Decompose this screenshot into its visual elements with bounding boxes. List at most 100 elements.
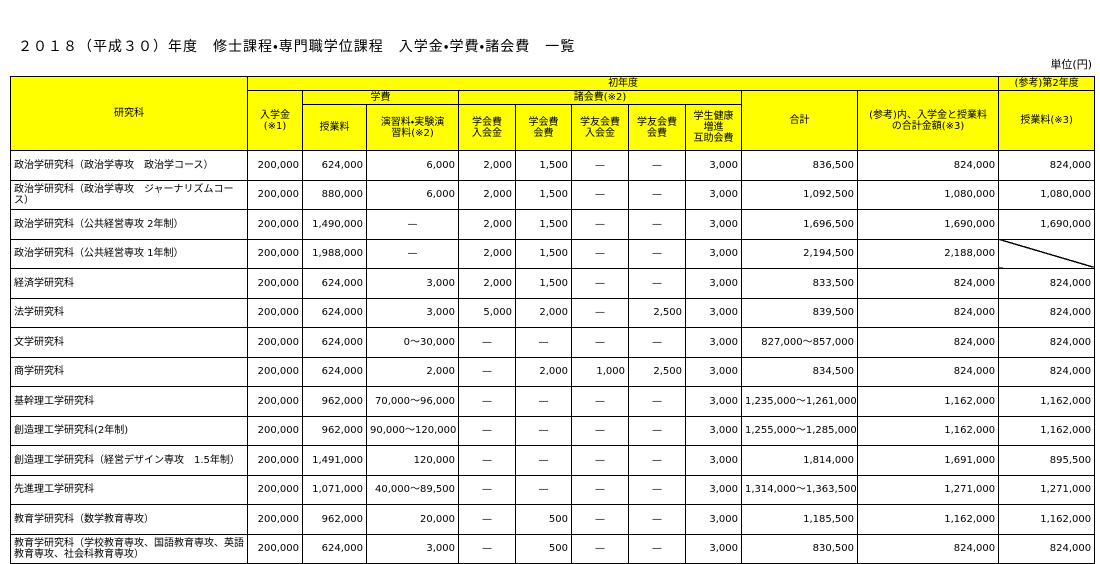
value-cell: — <box>458 504 516 535</box>
value-cell: 6,000 <box>366 150 459 181</box>
value-cell: 824,000 <box>998 533 1096 564</box>
value-cell: — <box>571 386 629 417</box>
value-cell: 824,000 <box>998 356 1096 387</box>
value-cell: 3,000 <box>685 415 742 446</box>
value-cell: — <box>571 179 629 210</box>
value-cell: 824,000 <box>856 356 1000 387</box>
value-cell: 1,071,000 <box>302 474 367 505</box>
value-cell: 200,000 <box>247 238 303 269</box>
value-cell: 962,000 <box>302 386 367 417</box>
value-cell: 200,000 <box>247 356 303 387</box>
table-row: 法学研究科 200,000 624,000 3,000 5,000 2,000—2,500… <box>10 297 1096 328</box>
value-cell: 200,000 <box>247 533 303 564</box>
value-cell: 70,000～96,000 <box>366 386 459 417</box>
value-cell: 1,500 <box>515 179 572 210</box>
value-cell: 3,000 <box>685 504 742 535</box>
value-cell: 2,194,500 <box>741 238 858 269</box>
value-cell: 2,000 <box>458 209 516 240</box>
value-cell: — <box>515 386 572 417</box>
value-cell: 3,000 <box>685 209 742 240</box>
value-cell: — <box>628 238 686 269</box>
department-cell: 基幹理工学研究科 <box>10 386 248 417</box>
value-cell: 895,500 <box>998 445 1096 476</box>
value-cell: 1,080,000 <box>856 179 1000 210</box>
value-cell: — <box>515 415 572 446</box>
value-cell: 824,000 <box>856 150 1000 181</box>
value-cell: 824,000 <box>998 297 1096 328</box>
value-cell: 3,000 <box>685 150 742 181</box>
value-cell: — <box>458 445 516 476</box>
value-cell: 2,000 <box>366 356 459 387</box>
value-cell: — <box>628 386 686 417</box>
value-cell: 824,000 <box>998 327 1096 358</box>
department-cell: 創造理工学研究科（経営デザイン専攻 1.5年制） <box>10 445 248 476</box>
department-cell: 政治学研究科（公共経営専攻 1年制） <box>10 238 248 269</box>
value-cell: 1,690,000 <box>998 209 1096 240</box>
value-cell: 40,000～89,500 <box>366 474 459 505</box>
value-cell: 1,500 <box>515 238 572 269</box>
value-cell: 1,691,000 <box>856 445 1000 476</box>
value-cell: 824,000 <box>998 268 1096 299</box>
table-row: 創造理工学研究科（経営デザイン専攻 1.5年制） 200,000 1,491,000… <box>10 445 1096 476</box>
value-cell: — <box>628 533 686 564</box>
value-cell: 624,000 <box>302 150 367 181</box>
table-row: 政治学研究科（政治学専攻 ジャーナリズムコース） 200,000 880,000 6,… <box>10 179 1096 210</box>
department-cell: 政治学研究科（政治学専攻 政治学コース） <box>10 150 248 181</box>
value-cell: — <box>515 445 572 476</box>
value-cell: 1,162,000 <box>998 415 1096 446</box>
value-cell: 1,092,500 <box>741 179 858 210</box>
value-cell: 1,988,000 <box>302 238 367 269</box>
header-cell: (参考)第2年度 <box>998 76 1096 91</box>
value-cell: 824,000 <box>856 327 1000 358</box>
value-cell: 2,000 <box>458 238 516 269</box>
value-cell: 962,000 <box>302 504 367 535</box>
value-cell: 1,271,000 <box>998 474 1096 505</box>
value-cell: 1,500 <box>515 209 572 240</box>
value-cell: 120,000 <box>366 445 459 476</box>
value-cell: — <box>571 415 629 446</box>
value-cell: — <box>628 474 686 505</box>
table-row: 教育学研究科（数学教育専攻） 200,000 962,000 20,000—500— —… <box>10 504 1096 535</box>
value-cell: 200,000 <box>247 415 303 446</box>
value-cell: — <box>628 179 686 210</box>
value-cell: 6,000 <box>366 179 459 210</box>
value-cell: — <box>571 445 629 476</box>
value-cell: 3,000 <box>366 297 459 328</box>
table-row: 先進理工学研究科 200,000 1,071,000 40,000～89,500— — —… <box>10 474 1096 505</box>
header-cell: 学会費 入会金 <box>458 104 516 151</box>
value-cell: 3,000 <box>685 474 742 505</box>
value-cell: 1,690,000 <box>856 209 1000 240</box>
value-cell: 1,162,000 <box>856 415 1000 446</box>
value-cell: — <box>628 445 686 476</box>
value-cell: 834,500 <box>741 356 858 387</box>
table-row: 政治学研究科（公共経営専攻 1年制） 200,000 1,988,000—2,000… <box>10 238 1096 269</box>
value-cell: — <box>366 238 459 269</box>
value-cell: — <box>571 209 629 240</box>
value-cell: 1,490,000 <box>302 209 367 240</box>
header-cell: 学会費 会費 <box>515 104 572 151</box>
header-row: 入学金 (※1) 学費 諸会費(※2) 合計 (参考)内、入学金と授業料 の合計… <box>11 90 1096 151</box>
value-cell: — <box>628 150 686 181</box>
value-cell: 200,000 <box>247 297 303 328</box>
value-cell: — <box>571 297 629 328</box>
table-header: 研究科 初年度 (参考)第2年度 入学金 (※1) 学費 諸会費(※2) 合計 … <box>10 76 1096 151</box>
value-cell: 2,000 <box>458 179 516 210</box>
header-cell: 初年度 <box>246 76 1000 91</box>
value-cell: 3,000 <box>685 356 742 387</box>
value-cell: — <box>458 356 516 387</box>
value-cell: — <box>515 327 572 358</box>
value-cell: 5,000 <box>458 297 516 328</box>
value-cell: 200,000 <box>247 150 303 181</box>
value-cell: 3,000 <box>685 297 742 328</box>
value-cell: 1,500 <box>515 150 572 181</box>
value-cell: 3,000 <box>366 533 459 564</box>
table-row: 文学研究科 200,000 624,000 0～30,000— — — —3,000 827,… <box>10 327 1096 358</box>
header-cell: 合計 <box>741 90 858 151</box>
table-row: 経済学研究科 200,000 624,000 3,000 2,000 1,500— —3,0… <box>10 268 1096 299</box>
department-cell: 商学研究科 <box>10 356 248 387</box>
value-cell: — <box>571 238 629 269</box>
value-cell: 3,000 <box>685 179 742 210</box>
value-cell: 824,000 <box>856 297 1000 328</box>
value-cell: 3,000 <box>685 386 742 417</box>
value-cell: 880,000 <box>302 179 367 210</box>
